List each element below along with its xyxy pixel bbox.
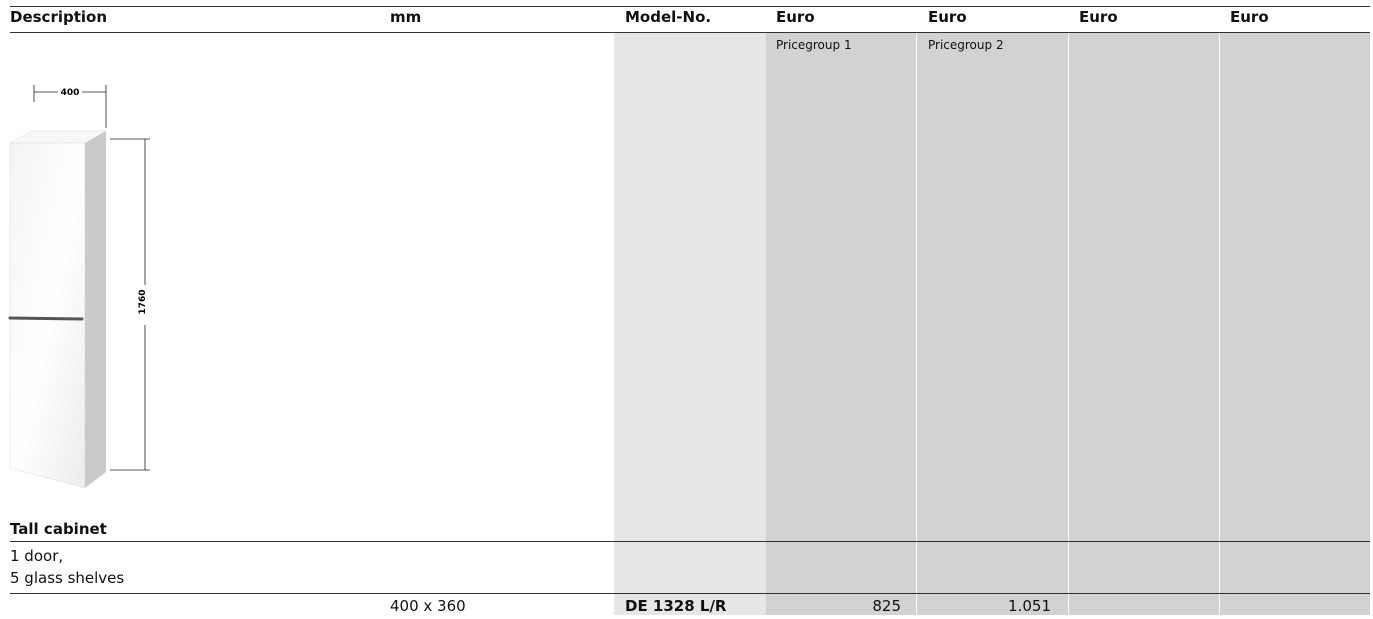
column-header: Euro [1079,8,1118,26]
product-description: 5 glass shelves [10,569,125,587]
column-header: mm [390,8,422,26]
model-column-bg [614,33,766,615]
product-description: 1 door, [10,547,64,565]
rule [10,32,1370,33]
column-separator [1219,33,1220,615]
dimensions: 400 x 360 [390,597,466,615]
rule [10,541,1370,542]
cabinet-drawing: 400 1760 [8,85,150,489]
rule [10,593,1370,594]
column-header: Euro [776,8,815,26]
column-header: Description [10,8,108,26]
rule [10,6,1370,7]
product-name: Tall cabinet [10,520,107,538]
height-label: 1760 [138,289,148,314]
column-separator [1068,33,1069,615]
model-number: DE 1328 L/R [625,597,727,615]
column-header: Euro [1230,8,1269,26]
pricegroup-label: Pricegroup 2 [928,38,1004,52]
price: 825 [872,597,901,615]
column-separator [916,33,917,615]
price: 1.051 [1008,597,1051,615]
column-header: Model-No. [625,8,712,26]
width-label: 400 [61,88,80,98]
pricegroup-label: Pricegroup 1 [776,38,852,52]
column-header: Euro [928,8,967,26]
